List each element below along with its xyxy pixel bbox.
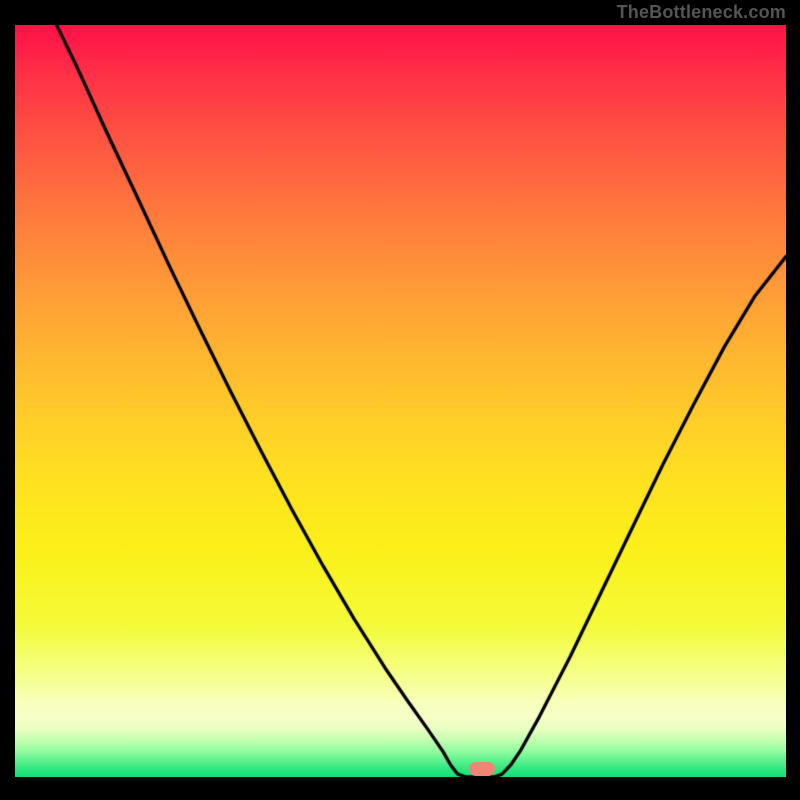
min-marker <box>469 762 495 776</box>
plot-area <box>15 25 786 777</box>
curve-canvas <box>15 25 786 777</box>
watermark-text: TheBottleneck.com <box>617 2 786 23</box>
chart-frame: TheBottleneck.com <box>0 0 800 800</box>
